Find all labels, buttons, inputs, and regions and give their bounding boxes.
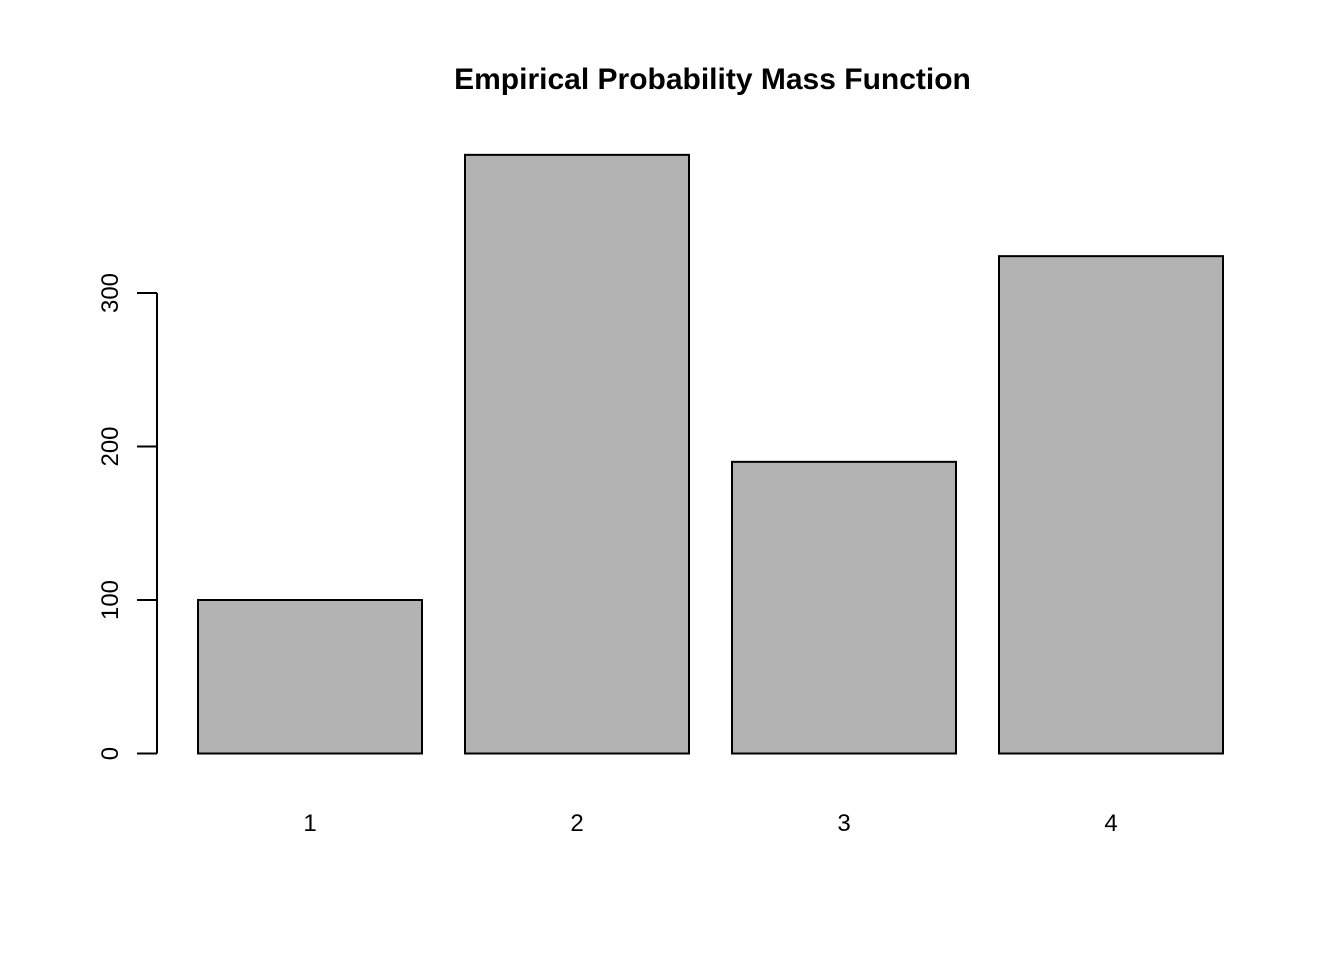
x-tick-label: 1 bbox=[303, 810, 316, 837]
y-tick-label: 0 bbox=[97, 747, 124, 760]
bar-4 bbox=[998, 255, 1224, 755]
y-tick-label: 200 bbox=[97, 426, 124, 466]
y-tick-label: 300 bbox=[97, 273, 124, 313]
x-tick-label: 2 bbox=[570, 810, 583, 837]
bar-1 bbox=[197, 599, 423, 755]
y-tick-label: 100 bbox=[97, 580, 124, 620]
bar-2 bbox=[464, 153, 690, 755]
bar-3 bbox=[731, 460, 957, 755]
x-tick-label: 3 bbox=[837, 810, 850, 837]
chart-title: Empirical Probability Mass Function bbox=[454, 63, 971, 96]
x-tick-label: 4 bbox=[1104, 810, 1117, 837]
